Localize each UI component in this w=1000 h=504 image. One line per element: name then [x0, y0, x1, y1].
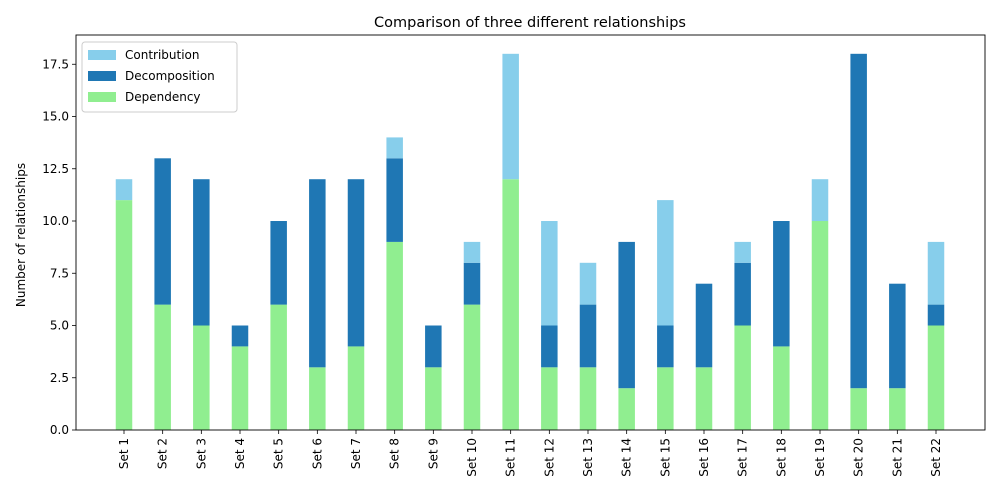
x-tick-label: Set 7: [349, 438, 363, 469]
bar-decomposition-3: [193, 179, 210, 326]
bar-contribution-8: [386, 137, 403, 159]
x-tick-label: Set 1: [117, 438, 131, 469]
y-axis-label: Number of relationships: [14, 163, 28, 307]
bar-contribution-12: [541, 221, 558, 326]
bar-contribution-19: [811, 179, 829, 222]
bar-dependency-7: [347, 346, 365, 430]
bar-dependency-8: [386, 241, 403, 430]
legend: Contribution Decomposition Dependency: [81, 41, 238, 113]
bar-dependency-15: [657, 367, 674, 430]
x-tick-label: Set 11: [504, 438, 518, 477]
bar-dependency-19: [811, 221, 829, 430]
y-tick-label: 17.5: [42, 57, 69, 71]
bar-dependency-21: [889, 388, 906, 430]
bar-dependency-10: [463, 304, 481, 430]
x-tick-label: Set 6: [310, 438, 324, 469]
bar-contribution-11: [502, 53, 519, 180]
bar-decomposition-10: [463, 262, 481, 305]
legend-label-contribution: Contribution: [125, 48, 200, 62]
bar-decomposition-12: [541, 325, 558, 368]
bar-contribution-1: [115, 179, 133, 201]
y-tick-label: 15.0: [42, 110, 69, 124]
bar-dependency-12: [541, 367, 558, 430]
y-tick-label: 5.0: [50, 319, 69, 333]
y-tick-label: 0.0: [50, 423, 69, 437]
bar-dependency-14: [618, 388, 635, 430]
x-tick-label: Set 12: [542, 438, 556, 477]
bar-decomposition-4: [231, 325, 249, 347]
bar-contribution-17: [734, 241, 751, 263]
x-tick-label: Set 9: [426, 438, 440, 469]
x-tick-label: Set 8: [388, 438, 402, 469]
bar-decomposition-21: [889, 283, 906, 389]
x-tick-label: Set 2: [156, 438, 170, 469]
legend-swatch-dependency: [88, 92, 116, 102]
x-tick-label: Set 15: [658, 438, 672, 477]
bar-decomposition-13: [579, 304, 597, 368]
bar-contribution-15: [657, 200, 674, 326]
bar-decomposition-14: [618, 241, 635, 389]
bar-decomposition-7: [347, 179, 365, 347]
bar-dependency-17: [734, 325, 751, 430]
bar-dependency-2: [154, 304, 171, 430]
x-tick-label: Set 13: [581, 438, 595, 477]
x-tick-label: Set 10: [465, 438, 479, 477]
legend-label-dependency: Dependency: [125, 90, 201, 104]
x-tick-label: Set 17: [736, 438, 750, 477]
bar-decomposition-17: [734, 262, 751, 326]
bar-decomposition-20: [850, 53, 867, 389]
bar-decomposition-8: [386, 158, 403, 242]
bar-decomposition-15: [657, 325, 674, 368]
chart-title: Comparison of three different relationsh…: [374, 15, 686, 31]
bar-dependency-22: [927, 325, 945, 430]
y-tick-label: 2.5: [50, 371, 69, 385]
bar-contribution-13: [579, 262, 597, 305]
bar-decomposition-6: [309, 179, 326, 368]
bar-dependency-18: [773, 346, 790, 430]
y-tick-label: 12.5: [42, 162, 69, 176]
x-tick-label: Set 16: [697, 438, 711, 477]
x-tick-label: Set 19: [813, 438, 827, 477]
bar-dependency-11: [502, 179, 519, 430]
bar-decomposition-18: [773, 221, 790, 347]
bar-dependency-6: [309, 367, 326, 430]
bar-dependency-9: [425, 367, 442, 430]
bar-dependency-5: [270, 304, 287, 430]
y-tick-label: 7.5: [50, 266, 69, 280]
bar-contribution-10: [463, 241, 481, 263]
bar-dependency-3: [193, 325, 210, 430]
x-tick-label: Set 20: [852, 438, 866, 477]
bar-decomposition-9: [425, 325, 442, 368]
legend-label-decomposition: Decomposition: [125, 69, 215, 83]
axes-frame: [75, 34, 986, 431]
bar-dependency-1: [115, 200, 133, 430]
bar-dependency-16: [695, 367, 713, 430]
x-tick-label: Set 18: [774, 438, 788, 477]
x-tick-label: Set 5: [272, 438, 286, 469]
x-tick-label: Set 22: [929, 438, 943, 477]
bar-dependency-4: [231, 346, 249, 430]
bar-decomposition-22: [927, 304, 945, 326]
x-tick-label: Set 21: [890, 438, 904, 477]
bar-decomposition-2: [154, 158, 171, 305]
legend-swatch-decomposition: [88, 71, 116, 81]
x-tick-label: Set 4: [233, 438, 247, 469]
bar-dependency-13: [579, 367, 597, 430]
bar-decomposition-16: [695, 283, 713, 368]
x-tick-label: Set 14: [620, 438, 634, 477]
bar-contribution-22: [927, 241, 945, 305]
y-tick-label: 10.0: [42, 214, 69, 228]
plot-area: Set 1 Set 2 Set 3 Set 4 Set 5 Set 6 Set 7 Set 8…: [42, 34, 986, 477]
bar-decomposition-5: [270, 221, 287, 305]
x-tick-label: Set 3: [194, 438, 208, 469]
legend-swatch-contribution: [88, 50, 116, 60]
legend-box: [81, 41, 238, 113]
bar-dependency-20: [850, 388, 867, 430]
